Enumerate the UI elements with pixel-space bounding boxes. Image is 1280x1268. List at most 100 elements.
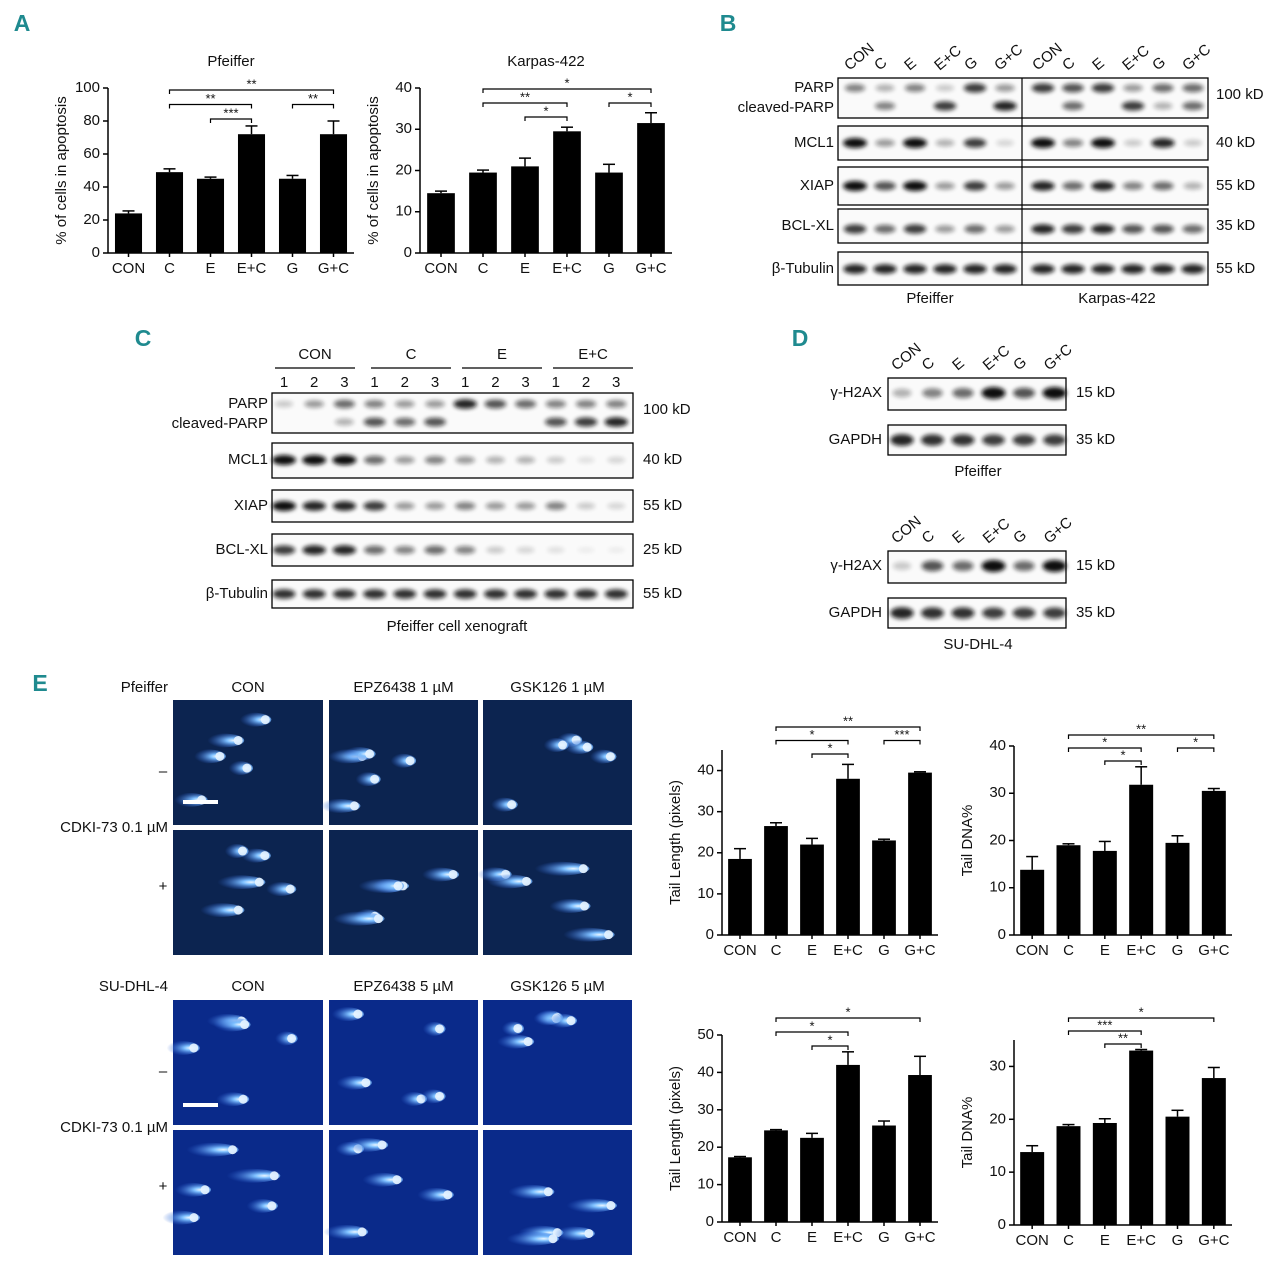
label: CON: [723, 1229, 756, 1246]
comet-head: [543, 1187, 553, 1197]
bar: [1020, 869, 1045, 935]
label: E+C: [980, 515, 1014, 547]
label: CON: [231, 978, 264, 995]
blot-band: [1062, 101, 1084, 111]
blot-band: [952, 560, 974, 572]
label: E: [901, 55, 920, 74]
comet-image: [313, 700, 478, 825]
label: E: [949, 528, 968, 547]
blot-band: [424, 545, 446, 555]
blot-frame: [837, 166, 1209, 206]
blot-band: [903, 138, 927, 148]
comet: [490, 1034, 535, 1049]
bar: [872, 1125, 896, 1222]
bar: [1056, 1126, 1081, 1225]
comet: [201, 733, 245, 748]
label: 15 kD: [1076, 557, 1115, 574]
label: CON: [1015, 942, 1048, 959]
comet-image: [483, 1000, 632, 1125]
label: 40 kD: [1216, 134, 1255, 151]
blot-frame: [271, 579, 634, 609]
label: CON: [231, 679, 264, 696]
panel-letter: E: [32, 670, 47, 696]
label: **: [1136, 721, 1146, 736]
label: 55 kD: [1216, 260, 1255, 277]
label: C: [1063, 1232, 1074, 1249]
label: G: [1172, 1232, 1184, 1249]
blot-band: [951, 434, 975, 446]
label: E+C: [237, 260, 267, 277]
blot-band: [302, 589, 326, 599]
blot-band: [873, 264, 897, 274]
blot-band: [606, 400, 627, 408]
comet: [557, 1198, 617, 1213]
comet-head: [370, 774, 380, 784]
blot-band: [1091, 224, 1115, 234]
blot-band: [1153, 102, 1173, 110]
label: CON: [723, 942, 756, 959]
blot-band: [394, 502, 415, 510]
significance-bracket: [168, 103, 253, 109]
comet-background: [329, 830, 478, 955]
comet-head: [578, 864, 588, 874]
blot-band: [1012, 607, 1036, 619]
blot-band: [1031, 83, 1055, 93]
comet: [337, 746, 376, 761]
comet-head: [435, 1024, 445, 1034]
label: E+C: [1119, 42, 1153, 74]
significance-bracket: [811, 1045, 849, 1050]
label: 3: [521, 374, 529, 391]
label: BCL-XL: [215, 541, 268, 558]
bar: [1165, 1116, 1190, 1225]
comet-head: [269, 1171, 279, 1181]
bar: [237, 134, 266, 253]
comet: [260, 882, 297, 897]
blot-band: [333, 399, 355, 409]
blot-band: [1031, 264, 1055, 274]
blot-band: [1013, 387, 1035, 399]
blot-band: [1122, 182, 1144, 190]
comet-head: [566, 1016, 576, 1026]
blot-band: [993, 264, 1017, 274]
label: 1: [552, 374, 560, 391]
label: CON: [1015, 1232, 1048, 1249]
blot-band: [607, 456, 626, 464]
blot-band: [921, 607, 944, 619]
label: E+C: [931, 42, 965, 74]
label: C: [871, 54, 890, 74]
blot-band: [604, 417, 628, 427]
label: G+C: [1041, 341, 1076, 374]
bar: [764, 826, 788, 935]
comet: [500, 1184, 555, 1199]
label: *: [543, 103, 548, 118]
blot-band: [272, 455, 296, 465]
label: 80: [83, 112, 100, 129]
blot-band: [874, 181, 896, 191]
bar: [800, 844, 824, 935]
blot-band: [843, 264, 867, 274]
label: MCL1: [228, 451, 268, 468]
blot-band: [545, 502, 566, 510]
label: 10: [395, 203, 412, 220]
significance-bracket: [291, 103, 335, 109]
blot-band: [1121, 101, 1145, 111]
label: *: [809, 727, 814, 742]
bar: [155, 172, 184, 253]
label: PARP: [794, 79, 834, 96]
label: cleaved-PARP: [738, 99, 834, 116]
label: +: [159, 1178, 168, 1195]
label: SU-DHL-4: [99, 978, 168, 995]
comet-head: [267, 1201, 277, 1211]
label: C: [771, 942, 782, 959]
label: E+C: [833, 942, 863, 959]
comet-head: [373, 914, 383, 924]
blot-band: [272, 501, 296, 511]
label: 35 kD: [1216, 217, 1255, 234]
blot-band: [875, 84, 895, 92]
blot-band: [843, 138, 867, 148]
label: CON: [112, 260, 145, 277]
blot-band: [995, 84, 1015, 92]
blot-band: [546, 456, 565, 464]
significance-bracket: [1067, 1030, 1142, 1035]
label: E: [807, 1229, 817, 1246]
